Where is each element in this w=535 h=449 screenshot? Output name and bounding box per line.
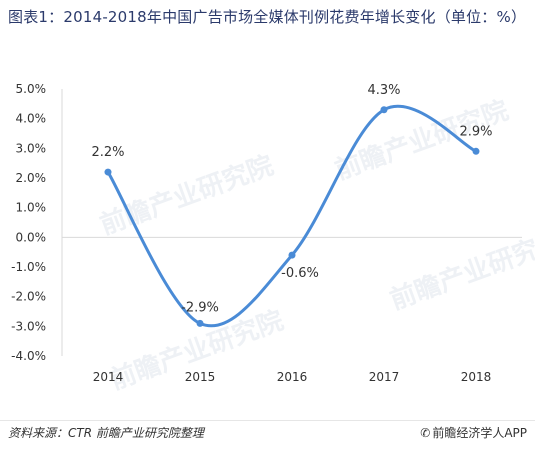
data-point xyxy=(104,168,112,176)
y-tick-label: 5.0% xyxy=(16,82,47,96)
y-tick-label: -4.0% xyxy=(11,349,46,363)
y-tick-label: 0.0% xyxy=(16,230,47,244)
x-tick-label: 2015 xyxy=(185,370,216,384)
footer: 资料来源：CTR 前瞻产业研究院整理 ✆ 前瞻经济学人APP xyxy=(0,420,535,443)
data-label: 2.2% xyxy=(91,145,124,160)
series-line xyxy=(106,104,478,328)
y-tick-label: 4.0% xyxy=(16,112,47,126)
y-tick-label: 1.0% xyxy=(16,201,47,215)
y-tick-label: -1.0% xyxy=(11,260,46,274)
brand-label: ✆ 前瞻经济学人APP xyxy=(420,424,527,441)
chart-title: 图表1：2014-2018年中国广告市场全媒体刊例花费年增长变化（单位：%） xyxy=(8,8,527,26)
data-label: -2.9% xyxy=(181,300,219,315)
x-tick-label: 2017 xyxy=(369,370,400,384)
data-label: 2.9% xyxy=(459,124,492,139)
source-note: 资料来源：CTR 前瞻产业研究院整理 xyxy=(8,426,204,440)
x-tick-label: 2016 xyxy=(277,370,308,384)
data-label: -0.6% xyxy=(281,266,319,281)
brand-text: 前瞻经济学人APP xyxy=(432,426,527,440)
data-point xyxy=(196,319,204,327)
data-point xyxy=(472,147,480,155)
y-tick-label: 3.0% xyxy=(16,141,47,155)
y-tick-label: -2.0% xyxy=(11,290,46,304)
y-tick-label: -3.0% xyxy=(11,319,46,333)
data-point xyxy=(288,251,296,259)
y-tick-label: 2.0% xyxy=(16,171,47,185)
x-tick-label: 2014 xyxy=(93,370,124,384)
x-tick-label: 2018 xyxy=(461,370,492,384)
line-chart: 5.0% 4.0% 3.0% 2.0% 1.0% 0.0% -1.0% -2.0% -3.0% -… xyxy=(11,82,522,384)
data-label: 4.3% xyxy=(367,83,400,98)
brand-icon: ✆ xyxy=(420,426,431,440)
data-point xyxy=(380,106,388,114)
